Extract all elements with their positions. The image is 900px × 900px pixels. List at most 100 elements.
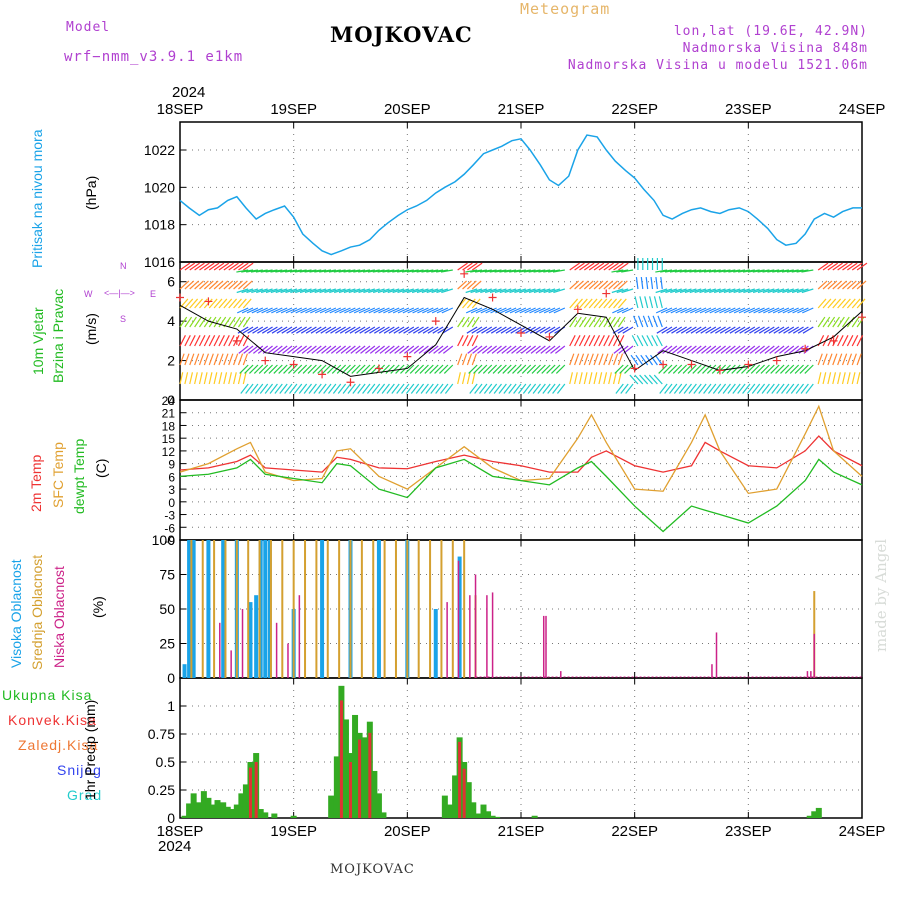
cloud-bar <box>206 540 211 678</box>
wind-barb <box>779 345 790 354</box>
precip-bar <box>181 815 188 818</box>
wind-barb <box>650 277 654 290</box>
x-tick-label-top: 19SEP <box>270 101 317 118</box>
wind-barb <box>349 326 361 334</box>
wind-barb <box>718 288 731 294</box>
x-tick-label-bottom: 21SEP <box>498 823 545 840</box>
wind-barb <box>526 364 537 374</box>
wind-barb <box>363 307 376 314</box>
wind-barb <box>352 383 361 394</box>
wind-barb <box>502 364 512 374</box>
wind-barb <box>583 316 592 328</box>
wind-barb <box>467 262 478 271</box>
cloud-bar <box>372 540 375 678</box>
wind-barb <box>619 364 629 374</box>
wind-barb <box>408 345 420 354</box>
wind-barb <box>832 316 840 328</box>
wind-barb <box>432 326 444 334</box>
wind-barb <box>372 288 385 294</box>
wind-barb <box>730 345 741 354</box>
pressure-line <box>179 134 862 256</box>
wind-barb <box>457 280 467 290</box>
wind-barb <box>310 326 322 334</box>
wind-barb <box>267 345 278 354</box>
wind-barb <box>583 262 595 271</box>
wind-barb <box>657 345 668 354</box>
wind-barb <box>442 326 454 334</box>
wind-barb <box>547 383 556 394</box>
wind-barb <box>642 315 649 328</box>
wind-barb <box>608 316 616 328</box>
wind-barb <box>344 326 356 334</box>
wind-barb <box>245 383 254 394</box>
wind-barb <box>504 269 517 273</box>
wind-barb <box>657 315 663 328</box>
wind-barb <box>687 364 697 374</box>
wind-barb <box>593 316 602 328</box>
wind-barb <box>758 307 770 314</box>
wind-barb <box>276 326 288 334</box>
wind-barb <box>208 262 220 271</box>
wind-barb <box>462 298 471 309</box>
wind-barb <box>588 372 593 385</box>
wind-barb <box>228 262 239 271</box>
wind-barb <box>797 307 809 314</box>
wind-barb <box>791 288 804 294</box>
wind-barb <box>791 269 804 273</box>
wind-barb <box>822 280 833 290</box>
wind-barb <box>472 345 483 354</box>
wind-barb <box>324 307 337 314</box>
wind-barb <box>213 316 222 328</box>
wind-barb <box>377 269 390 273</box>
wind-barb <box>620 383 629 394</box>
wind-barb <box>786 269 799 273</box>
wind-barb <box>194 316 202 328</box>
wind-barb <box>285 307 298 314</box>
wind-barb <box>377 288 390 294</box>
wind-barb <box>800 383 809 394</box>
wind-barb <box>274 383 283 394</box>
wind-barb <box>343 288 356 294</box>
panel-frame <box>179 677 863 819</box>
wind-barb <box>583 372 588 385</box>
wind-barb <box>639 374 649 385</box>
wind-barb <box>851 262 863 271</box>
wind-barb <box>439 364 449 374</box>
cloud-bar <box>469 595 471 678</box>
wind-gust-marker <box>346 378 355 387</box>
y-tick-label: 2 <box>167 353 175 369</box>
wind-barb <box>618 280 628 290</box>
wind-barb <box>846 335 854 347</box>
elevation: Nadmorska Visina 848m <box>682 41 868 56</box>
wind-barb <box>787 288 799 294</box>
wind-barb <box>189 372 194 385</box>
wind-barb <box>466 326 478 334</box>
wind-barb <box>253 364 264 374</box>
station-title: MOJKOVAC <box>330 22 473 47</box>
precip-bar <box>233 804 240 818</box>
wind-gust-marker <box>744 360 753 369</box>
wind-gust-marker <box>801 344 810 353</box>
precip-legend-frz: Zaledj.Kisa <box>18 737 99 753</box>
wind-barb <box>261 326 273 334</box>
wind-barb <box>782 307 795 314</box>
wind-barb <box>236 307 249 314</box>
wind-barb <box>690 326 702 334</box>
wind-barb <box>243 345 254 354</box>
wind-barb <box>583 280 594 290</box>
wind-barb <box>767 288 780 294</box>
wind-barb <box>189 353 195 366</box>
wind-barb <box>277 345 288 354</box>
wind-barb <box>397 269 410 273</box>
wind-gust-marker <box>630 364 639 373</box>
wind-barb <box>208 280 219 290</box>
wind-barb <box>194 353 200 366</box>
wind-barb <box>578 316 587 328</box>
wind-barb <box>194 298 203 309</box>
precip-bar <box>474 813 481 818</box>
compass-arrows: <—|—> <box>104 288 135 298</box>
wind-barb <box>656 335 663 347</box>
wind-barb <box>746 383 756 394</box>
wind-barb <box>763 307 775 314</box>
wind-barb <box>344 307 356 314</box>
